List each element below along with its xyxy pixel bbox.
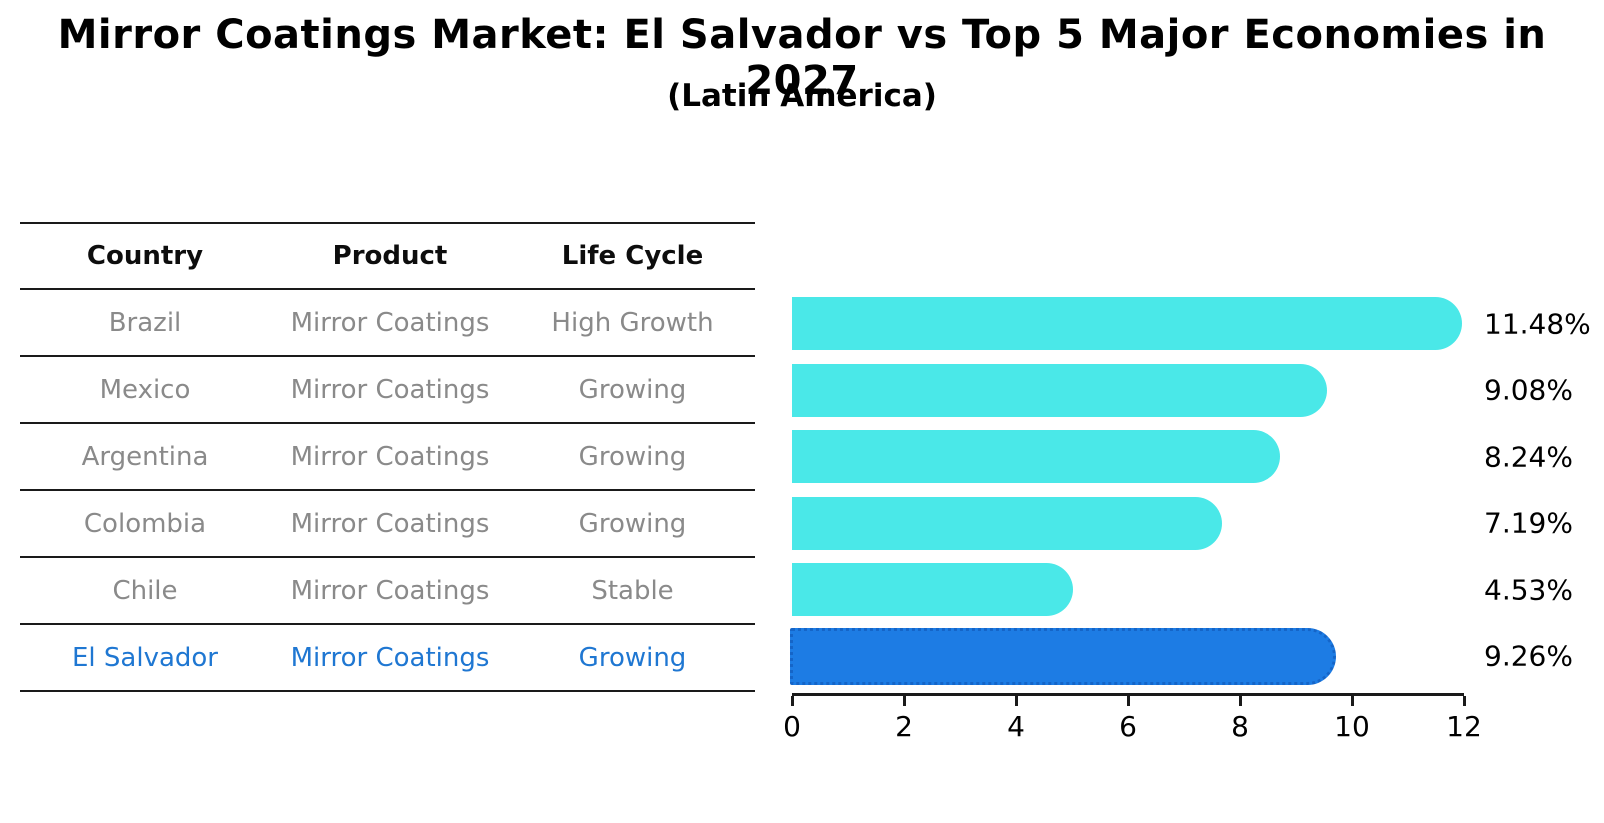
cell-life-cycle: Growing <box>578 441 687 472</box>
bar-row-mexico: 9.08% <box>792 363 1573 417</box>
col-header-life-cycle: Life Cycle <box>561 241 704 271</box>
cell-country: Brazil <box>108 307 182 338</box>
table-row: Brazil Mirror Coatings High Growth <box>20 289 755 356</box>
bar-chile <box>792 563 1073 616</box>
cell-country: Mexico <box>99 374 191 405</box>
table-row: Chile Mirror Coatings Stable <box>20 557 755 624</box>
tick-label: 12 <box>1446 710 1482 743</box>
tick-label: 0 <box>783 710 801 743</box>
cell-country: Chile <box>112 575 178 606</box>
bar-argentina <box>792 430 1281 483</box>
value-label-el-salvador: 9.26% <box>1484 639 1573 673</box>
tick-mark <box>1351 696 1354 706</box>
cell-life-cycle: Growing <box>578 642 687 673</box>
page-subtitle: (Latin America) <box>667 78 937 114</box>
tick-label: 10 <box>1334 710 1370 743</box>
cell-life-cycle: High Growth <box>551 307 714 338</box>
cell-country: El Salvador <box>72 642 218 673</box>
bar-row-chile: 4.53% <box>792 563 1573 616</box>
tick-label: 8 <box>1231 710 1249 743</box>
table-row-el-salvador: El Salvador Mirror Coatings Growing <box>20 624 755 691</box>
cell-life-cycle: Growing <box>578 374 687 405</box>
cell-country: Colombia <box>83 508 207 539</box>
cell-country: Argentina <box>81 441 209 472</box>
bar-brazil <box>792 297 1462 350</box>
horizontal-bar-chart: 11.48% 9.08% 8.24% 7.19% 4.53% 9.26% 0 <box>783 297 1591 747</box>
tick-label: 4 <box>1007 710 1025 743</box>
value-label-chile: 4.53% <box>1484 573 1573 606</box>
bar-row-argentina: 8.24% <box>792 430 1573 483</box>
bar-el-salvador <box>790 627 1336 685</box>
col-header-country: Country <box>86 241 204 271</box>
bar-row-el-salvador: 9.26% <box>790 627 1573 685</box>
value-label-mexico: 9.08% <box>1484 373 1573 407</box>
cell-life-cycle: Stable <box>591 575 674 606</box>
table-row: Mexico Mirror Coatings Growing <box>20 356 755 423</box>
col-header-product: Product <box>332 241 448 271</box>
tick-mark <box>791 696 794 706</box>
tick-mark <box>1239 696 1242 706</box>
page-title: Mirror Coatings Market: El Salvador vs T… <box>57 12 1547 104</box>
cell-product: Mirror Coatings <box>290 508 490 539</box>
cell-life-cycle: Growing <box>578 508 687 539</box>
bar-colombia <box>792 496 1222 550</box>
x-axis: 0 2 4 6 8 10 1 <box>783 693 1482 743</box>
tick-mark <box>1127 696 1130 706</box>
cell-product: Mirror Coatings <box>290 441 490 472</box>
tick-label: 6 <box>1119 710 1137 743</box>
table-header-row: Country Product Life Cycle <box>20 223 755 289</box>
table-row: Argentina Mirror Coatings Growing <box>20 423 755 490</box>
bar-row-brazil: 11.48% <box>792 297 1591 350</box>
table-row: Colombia Mirror Coatings Growing <box>20 490 755 557</box>
bar-row-colombia: 7.19% <box>792 496 1573 550</box>
value-label-argentina: 8.24% <box>1484 440 1573 473</box>
value-label-brazil: 11.48% <box>1484 307 1591 340</box>
cell-product: Mirror Coatings <box>290 374 490 405</box>
country-info-table: Country Product Life Cycle Brazil Mirror… <box>20 222 755 692</box>
tick-label: 2 <box>895 710 913 743</box>
cell-product: Mirror Coatings <box>290 642 490 673</box>
tick-mark <box>1463 696 1466 706</box>
tick-mark <box>1015 696 1018 706</box>
value-label-colombia: 7.19% <box>1484 506 1573 540</box>
tick-mark <box>903 696 906 706</box>
cell-product: Mirror Coatings <box>290 307 490 338</box>
bar-mexico <box>792 363 1328 417</box>
cell-product: Mirror Coatings <box>290 575 490 606</box>
